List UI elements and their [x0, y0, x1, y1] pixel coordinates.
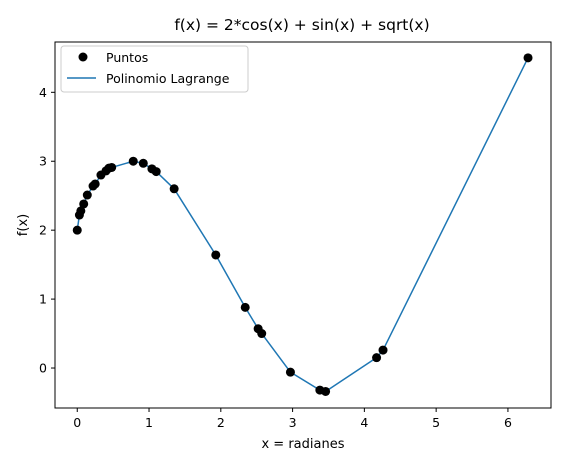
x-axis-label: x = radianes [261, 437, 344, 452]
data-point [378, 345, 388, 355]
y-tick-label: 2 [39, 223, 47, 238]
data-point [107, 162, 117, 172]
data-point [82, 190, 92, 200]
y-tick-label: 0 [39, 361, 47, 376]
data-point [321, 386, 331, 396]
x-tick-label: 2 [217, 415, 225, 430]
y-tick-label: 4 [39, 85, 47, 100]
x-tick-label: 5 [432, 415, 440, 430]
plot-area [72, 53, 533, 396]
data-point [90, 179, 100, 189]
data-point [151, 167, 161, 177]
data-point [211, 250, 221, 260]
legend-label-line: Polinomio Lagrange [106, 71, 230, 86]
y-tick-label: 1 [39, 292, 47, 307]
x-tick-label: 3 [289, 415, 297, 430]
data-point [523, 53, 533, 63]
legend: Puntos Polinomio Lagrange [60, 45, 249, 93]
plot-frame [54, 41, 552, 409]
y-axis-label: f(x) [16, 214, 31, 236]
data-point [285, 367, 295, 377]
y-tick-label: 3 [39, 154, 47, 169]
legend-box [60, 45, 249, 93]
x-tick-label: 4 [360, 415, 368, 430]
x-tick-label: 0 [73, 415, 81, 430]
legend-marker-points [78, 52, 88, 62]
data-point [240, 302, 250, 312]
data-point [257, 329, 267, 339]
x-axis: 0 1 2 3 4 5 6 [73, 408, 512, 430]
legend-label-points: Puntos [106, 50, 148, 65]
data-point [76, 206, 86, 216]
x-tick-label: 6 [504, 415, 512, 430]
chart-title: f(x) = 2*cos(x) + sin(x) + sqrt(x) [174, 16, 429, 34]
series-line-lagrange [76, 57, 529, 393]
data-point [138, 158, 148, 168]
y-axis: 0 1 2 3 4 [39, 85, 55, 376]
x-tick-label: 1 [145, 415, 153, 430]
data-point [72, 225, 82, 235]
data-point [79, 199, 89, 209]
data-point [128, 156, 138, 166]
data-point [372, 353, 382, 363]
data-point [169, 184, 179, 194]
